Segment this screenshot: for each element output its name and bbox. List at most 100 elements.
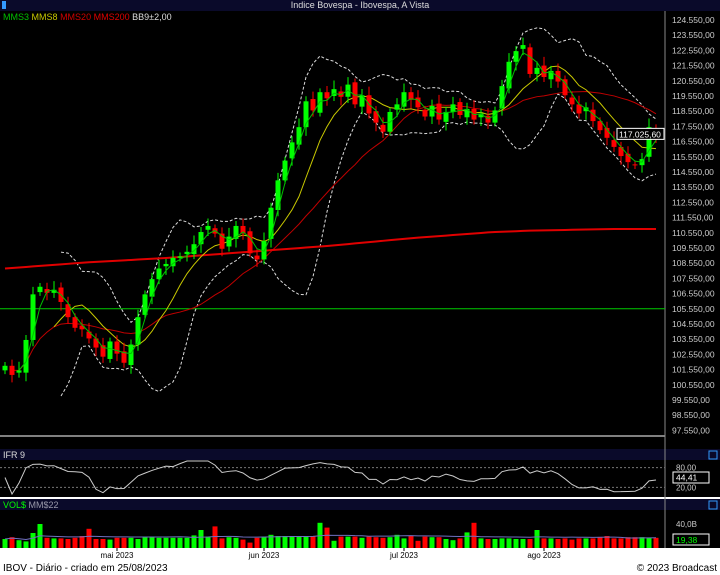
candle-body: [191, 244, 197, 255]
price-tick-label: 102.550,00: [672, 349, 715, 359]
candle-body: [450, 104, 456, 112]
price-tick-label: 119.550,00: [672, 91, 714, 101]
candle-body: [121, 351, 127, 363]
candle-body: [576, 104, 582, 114]
legend-mms3[interactable]: MMS3: [3, 12, 30, 22]
candle-body: [51, 289, 57, 293]
volume-bar: [436, 537, 442, 548]
volume-bar: [499, 538, 505, 548]
price-tick-label: 103.550,00: [672, 334, 715, 344]
volume-bar: [233, 537, 239, 548]
ifr-last-box: [672, 471, 710, 484]
volume-bar: [401, 538, 407, 548]
candle-body: [142, 294, 148, 315]
candle-body: [597, 121, 603, 131]
volume-bar: [58, 538, 64, 548]
volume-bar: [296, 536, 302, 548]
volume-bar: [282, 536, 288, 548]
volume-bar: [177, 537, 183, 548]
volume-bar: [240, 539, 246, 548]
price-tick-label: 120.550,00: [672, 76, 715, 86]
vol-ma-line: [4, 534, 657, 540]
volume-bar: [611, 538, 617, 548]
volume-bar: [352, 536, 358, 548]
volume-bar: [646, 537, 652, 548]
candle-body: [268, 207, 274, 239]
volume-bar: [114, 537, 120, 548]
price-tick-label: 114.550,00: [672, 167, 714, 177]
candle-body: [163, 263, 169, 267]
volume-bar: [107, 539, 113, 548]
volume-bar: [373, 537, 379, 548]
copyright: © 2023 Broadcast: [636, 563, 717, 574]
candle-body: [135, 317, 141, 345]
volume-bar: [513, 539, 519, 548]
app-icon: [2, 1, 6, 9]
ifr-tick-label: 80,00: [676, 464, 697, 473]
time-tick-label: jul 2023: [389, 551, 419, 560]
candle-body: [513, 51, 519, 62]
volume-bar: [555, 539, 561, 548]
price-tick-label: 124.550,00: [672, 15, 715, 25]
chart-area[interactable]: 124.550,00 123.550,00 122.550,00 121.550,00…: [0, 0, 720, 563]
volume-bar: [394, 534, 400, 548]
volume-bar: [86, 528, 92, 548]
volume-bar: [191, 535, 197, 548]
volume-bar: [415, 540, 421, 548]
candle-body: [618, 146, 624, 157]
bollinger-upper: [60, 27, 657, 323]
ifr-header: [0, 449, 720, 460]
last-price-box: [616, 127, 665, 140]
candle-body: [254, 255, 260, 260]
volume-bar: [604, 536, 610, 548]
volume-bar: [79, 536, 85, 548]
volume-bar: [520, 539, 526, 548]
candle-body: [373, 111, 379, 123]
volume-bar: [492, 539, 498, 548]
volume-bar: [422, 536, 428, 548]
candle-body: [590, 109, 596, 122]
volume-bar: [331, 540, 337, 548]
volume-bar: [268, 534, 274, 548]
candle-body: [247, 231, 253, 254]
candle-body: [275, 180, 281, 210]
volume-bar: [464, 532, 470, 548]
legend-mms20[interactable]: MMS20: [60, 12, 92, 22]
volume-bar: [457, 538, 463, 548]
time-tick-label: jun 2023: [248, 551, 280, 560]
price-tick-label: 115.550,00: [672, 152, 714, 162]
volume-bar: [471, 522, 477, 548]
legend-mms8[interactable]: MMS8: [31, 12, 58, 22]
volume-bar: [324, 527, 330, 548]
legend-mms200[interactable]: MMS200: [93, 12, 130, 22]
volume-bar: [9, 537, 15, 548]
candle-body: [464, 108, 470, 118]
price-tick-label: 111.550,00: [672, 213, 714, 223]
volume-bar: [135, 539, 141, 548]
price-tick-label: 122.550,00: [672, 45, 715, 55]
volume-bar: [590, 538, 596, 548]
mms200-line: [4, 228, 656, 270]
volume-bar: [30, 533, 36, 548]
volume-bar: [51, 538, 57, 548]
ifr-plot-bg: [0, 460, 720, 497]
candle-body: [443, 111, 449, 122]
volume-bar: [408, 536, 414, 548]
time-tick-label: ago 2023: [527, 551, 561, 560]
candle-body: [429, 105, 435, 117]
main-legend: MMS3 MMS8 MMS20 MMS200 BB9±2,00: [3, 12, 172, 22]
candle-body: [30, 294, 36, 340]
candle-body: [422, 109, 428, 117]
candle-body: [338, 91, 344, 97]
volume-bar: [2, 539, 8, 548]
volume-bar: [205, 536, 211, 548]
volume-bar: [254, 537, 260, 548]
candle-body: [506, 61, 512, 89]
volume-bar: [100, 539, 106, 548]
legend-bb[interactable]: BB9±2,00: [132, 12, 172, 22]
candle-body: [604, 127, 610, 138]
volume-bar: [156, 537, 162, 548]
volume-bar: [219, 538, 225, 548]
candle-body: [289, 142, 295, 159]
volume-bar: [625, 537, 631, 548]
